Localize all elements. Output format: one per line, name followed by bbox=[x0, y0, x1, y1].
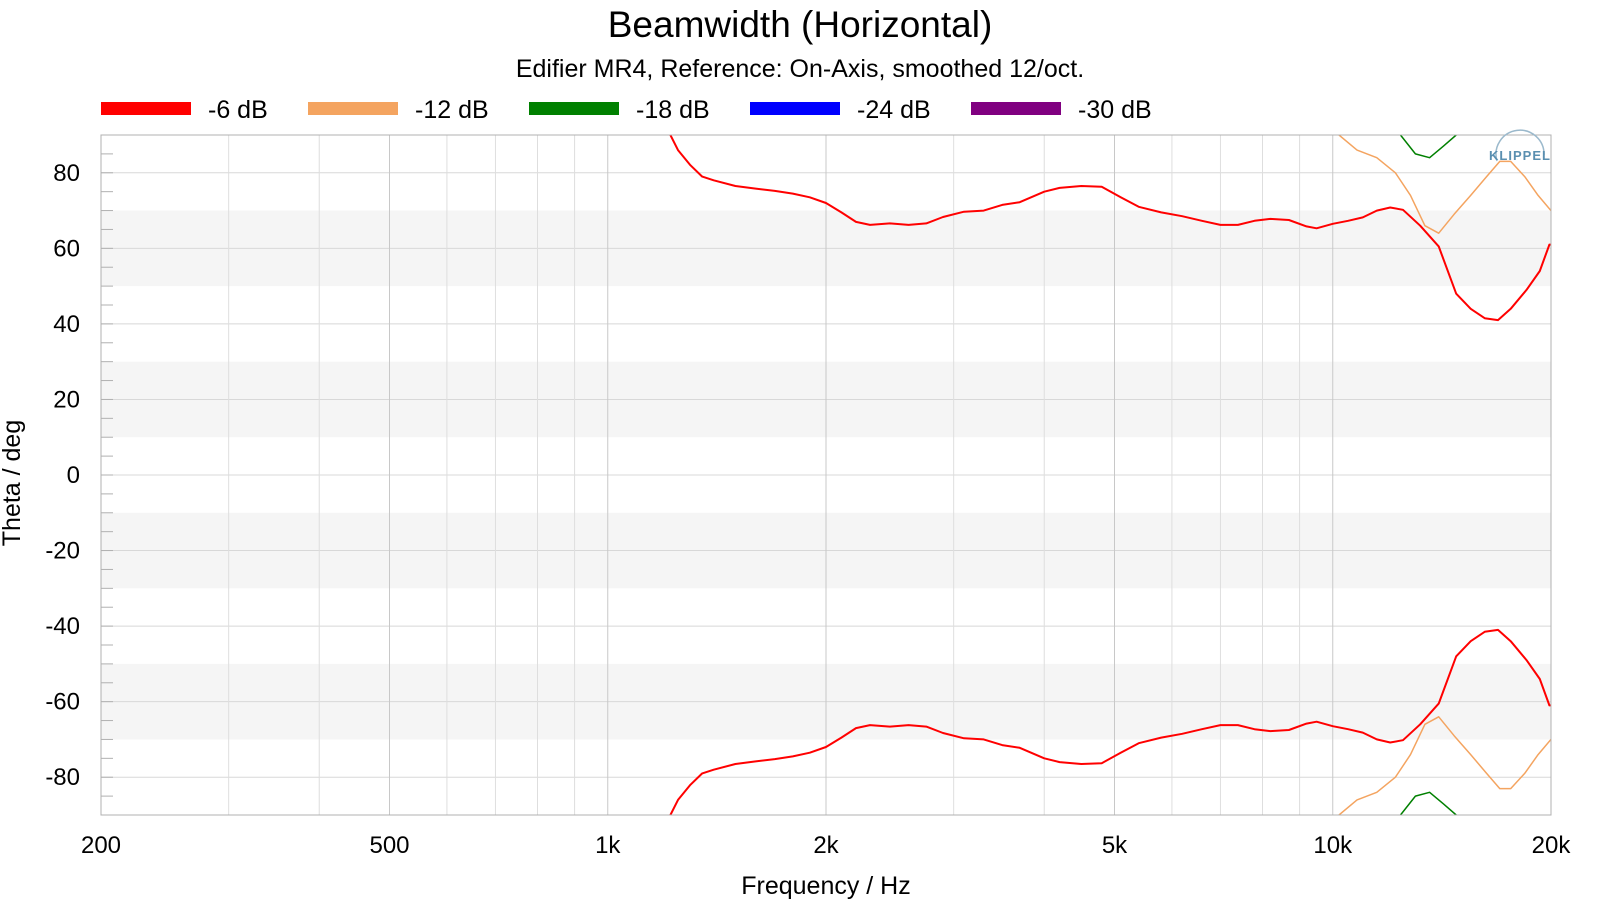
y-tick-label: 0 bbox=[67, 462, 80, 489]
legend-label: -18 dB bbox=[636, 96, 710, 124]
legend-swatch bbox=[750, 102, 840, 115]
series-line-lower bbox=[1399, 791, 1457, 815]
series-line-upper bbox=[1399, 135, 1457, 159]
x-tick-label: 2k bbox=[813, 832, 839, 859]
x-tick-label: 1k bbox=[595, 832, 621, 859]
x-tick-label: 500 bbox=[369, 832, 409, 859]
logo-arc bbox=[1495, 129, 1545, 162]
y-axis-ticks: 80 60 40 20 0 -20 -40 -60 -80 bbox=[45, 160, 80, 791]
legend: -6 dB -12 dB -18 dB -24 dB -30 dB bbox=[101, 96, 1152, 124]
legend-swatch bbox=[529, 102, 619, 115]
legend-label: -6 dB bbox=[208, 96, 268, 124]
series-line-lower bbox=[1338, 716, 1551, 815]
legend-swatch bbox=[308, 102, 398, 115]
y-tick-label: 20 bbox=[53, 386, 80, 413]
x-tick-label: 20k bbox=[1532, 832, 1572, 859]
legend-swatch bbox=[971, 102, 1061, 115]
legend-swatch bbox=[101, 102, 191, 115]
x-tick-label: 10k bbox=[1313, 832, 1353, 859]
series-line-lower bbox=[669, 628, 1551, 815]
chart-title: Beamwidth (Horizontal) bbox=[608, 4, 993, 45]
y-tick-label: -40 bbox=[45, 613, 80, 640]
y-tick-label: -60 bbox=[45, 689, 80, 716]
x-tick-label: 200 bbox=[81, 832, 121, 859]
x-axis-label: Frequency / Hz bbox=[741, 872, 911, 900]
plot-area bbox=[100, 134, 1552, 816]
legend-label: -30 dB bbox=[1078, 96, 1152, 124]
x-axis-ticks: 200 500 1k 2k 5k 10k 20k bbox=[81, 832, 1571, 859]
series-line-upper bbox=[1338, 135, 1551, 234]
logo-text: KLIPPEL bbox=[1489, 148, 1551, 163]
x-tick-label: 5k bbox=[1102, 832, 1128, 859]
chart-subtitle: Edifier MR4, Reference: On-Axis, smoothe… bbox=[516, 55, 1084, 83]
minor-ticks bbox=[101, 134, 113, 816]
y-tick-label: 40 bbox=[53, 311, 80, 338]
series-line-upper bbox=[669, 135, 1551, 322]
y-tick-label: 60 bbox=[53, 235, 80, 262]
y-tick-label: 80 bbox=[53, 160, 80, 187]
grid-lines bbox=[101, 135, 1551, 815]
series-lines bbox=[669, 135, 1551, 815]
plot-frame bbox=[100, 134, 1552, 816]
legend-label: -24 dB bbox=[857, 96, 931, 124]
y-axis-label: Theta / deg bbox=[0, 420, 26, 546]
klippel-logo: KLIPPEL bbox=[1489, 129, 1551, 163]
y-tick-label: -20 bbox=[45, 538, 80, 565]
y-tick-label: -80 bbox=[45, 764, 80, 791]
legend-label: -12 dB bbox=[415, 96, 489, 124]
